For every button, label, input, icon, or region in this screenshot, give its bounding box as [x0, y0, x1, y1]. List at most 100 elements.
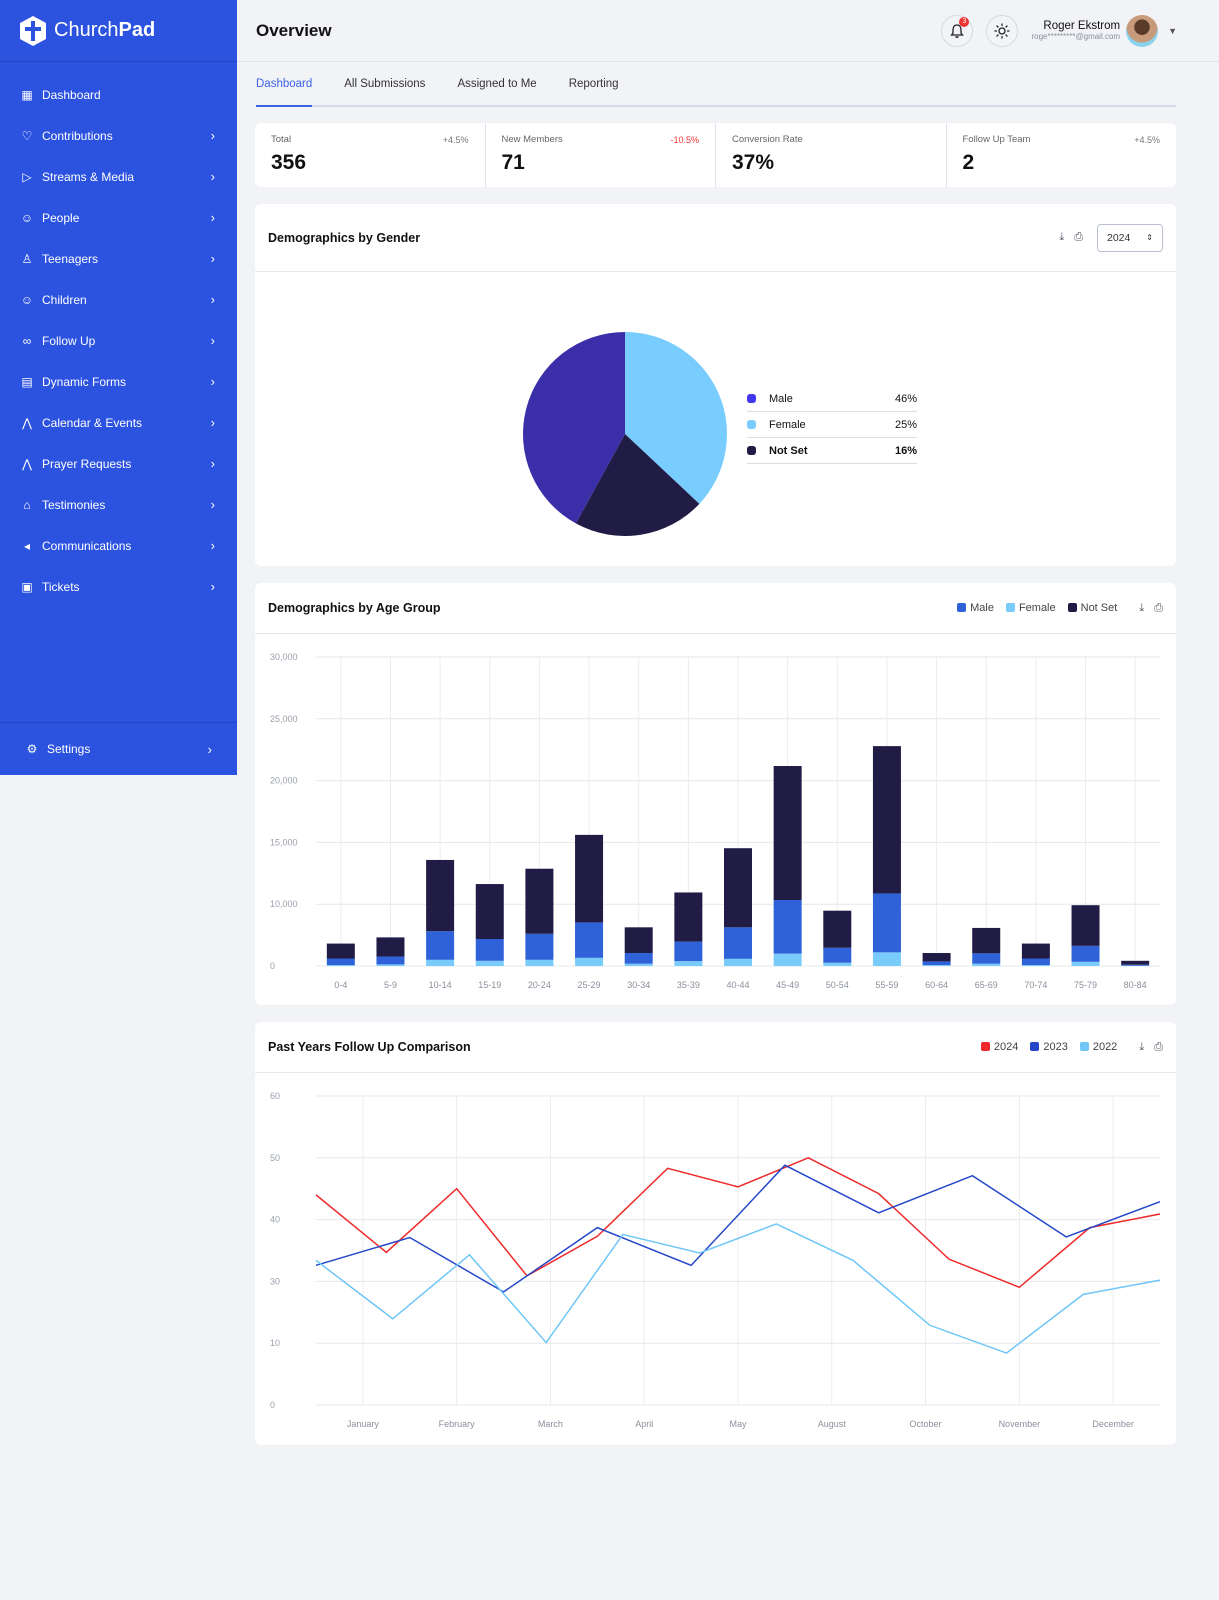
- pie-slice-male[interactable]: [523, 332, 625, 524]
- bar-female[interactable]: [773, 953, 802, 966]
- sidebar-item-communications[interactable]: ◂ Communications ›: [0, 525, 237, 566]
- bar-not-set[interactable]: [376, 937, 405, 957]
- bar-male[interactable]: [1121, 964, 1150, 966]
- sidebar-item-prayer-requests[interactable]: ⋀ Prayer Requests ›: [0, 443, 237, 484]
- bar-female[interactable]: [624, 963, 653, 966]
- sidebar-item-dynamic-forms[interactable]: ▤ Dynamic Forms ›: [0, 361, 237, 402]
- stat-card: New Members -10.5% 71: [486, 123, 716, 187]
- theme-toggle-button[interactable]: [986, 14, 1019, 47]
- sidebar-item-tickets[interactable]: ▣ Tickets ›: [0, 566, 237, 607]
- sidebar-item-contributions[interactable]: ♡ Contributions ›: [0, 115, 237, 156]
- bar-not-set[interactable]: [972, 927, 1001, 954]
- bar-male[interactable]: [475, 938, 504, 961]
- logo[interactable]: ChurchPad: [0, 0, 237, 62]
- sidebar-item-label: Contributions: [42, 128, 113, 143]
- age-group-bar-chart: 0 10,000 15,000 20,000 25,000 30,000 0-4 5-9 10-…: [270, 652, 1160, 990]
- bar-not-set[interactable]: [724, 848, 752, 928]
- bar-male[interactable]: [823, 947, 852, 963]
- bar-not-set[interactable]: [1071, 905, 1100, 946]
- sidebar-item-testimonies[interactable]: ⌂ Testimonies ›: [0, 484, 237, 525]
- print-icon[interactable]: ⎙: [1154, 1040, 1163, 1053]
- pie-slice-female[interactable]: [625, 332, 727, 504]
- bar-male[interactable]: [1071, 945, 1100, 962]
- bar-male[interactable]: [624, 953, 653, 964]
- bar-female[interactable]: [674, 961, 703, 966]
- bar-female[interactable]: [724, 958, 752, 966]
- legend-item[interactable]: Not Set: [1067, 602, 1117, 614]
- bar-not-set[interactable]: [326, 943, 355, 959]
- sidebar-item-streams-media[interactable]: ▷ Streams & Media ›: [0, 156, 237, 197]
- caret-down-icon[interactable]: ▼: [1168, 25, 1177, 36]
- bar-male[interactable]: [376, 956, 405, 965]
- bar-female[interactable]: [525, 959, 554, 966]
- bar-not-set[interactable]: [475, 884, 504, 939]
- tab-assigned-to-me[interactable]: Assigned to Me: [457, 78, 537, 90]
- sidebar-item-teenagers[interactable]: ♙ Teenagers ›: [0, 238, 237, 279]
- download-icon[interactable]: ⤓: [1139, 1040, 1145, 1053]
- bar-not-set[interactable]: [823, 910, 852, 948]
- bar-female[interactable]: [475, 960, 504, 966]
- print-icon[interactable]: ⎙: [1154, 601, 1163, 614]
- bar-female[interactable]: [575, 957, 604, 966]
- year-select[interactable]: 2024 ⇕: [1097, 223, 1163, 252]
- bar-male[interactable]: [575, 922, 604, 958]
- line-series-2024[interactable]: [315, 1156, 1161, 1289]
- bar-female[interactable]: [326, 965, 355, 966]
- bar-male[interactable]: [525, 933, 554, 960]
- tab-reporting[interactable]: Reporting: [568, 78, 619, 90]
- bar-male[interactable]: [922, 961, 951, 966]
- bar-male[interactable]: [1021, 958, 1050, 966]
- bar-female[interactable]: [426, 959, 455, 966]
- user-info[interactable]: Roger Ekstrom roge*********@gmail.com: [1031, 20, 1120, 41]
- bar-female[interactable]: [1021, 965, 1050, 966]
- download-icon[interactable]: ⤓: [1059, 231, 1065, 243]
- avatar[interactable]: [1126, 14, 1159, 47]
- sidebar-item-follow-up[interactable]: ∞ Follow Up ›: [0, 320, 237, 361]
- legend-item[interactable]: Male: [957, 602, 994, 614]
- bar-not-set[interactable]: [575, 834, 604, 923]
- bar-not-set[interactable]: [872, 746, 901, 894]
- bar-male[interactable]: [674, 941, 703, 962]
- legend-item[interactable]: 2024: [980, 1041, 1018, 1053]
- sidebar-item-label: Streams & Media: [42, 169, 135, 184]
- line-series-2022[interactable]: [315, 1223, 1161, 1354]
- bar-not-set[interactable]: [426, 859, 455, 932]
- bar-not-set[interactable]: [1021, 943, 1050, 959]
- updown-icon: ⇕: [1146, 233, 1153, 242]
- print-icon[interactable]: ⎙: [1074, 231, 1083, 243]
- download-icon[interactable]: ⤓: [1139, 601, 1145, 614]
- bar-female[interactable]: [922, 965, 951, 966]
- bar-not-set[interactable]: [1121, 960, 1150, 965]
- bar-male[interactable]: [326, 958, 355, 966]
- bar-male[interactable]: [426, 931, 455, 960]
- legend-item[interactable]: 2022: [1079, 1041, 1117, 1053]
- bar-not-set[interactable]: [624, 927, 653, 954]
- legend-item[interactable]: Female: [1005, 602, 1056, 614]
- pie-slice-not-set[interactable]: [575, 434, 700, 536]
- bar-not-set[interactable]: [674, 892, 703, 942]
- bar-male[interactable]: [724, 927, 752, 959]
- bar-not-set[interactable]: [773, 766, 802, 900]
- bar-female[interactable]: [872, 952, 901, 966]
- bar-female[interactable]: [823, 962, 852, 966]
- bar-female[interactable]: [1071, 961, 1100, 966]
- sidebar-item-dashboard[interactable]: ▦ Dashboard: [0, 74, 237, 115]
- x-tick-label: April: [635, 1419, 653, 1429]
- bar-male[interactable]: [872, 893, 901, 953]
- bar-female[interactable]: [972, 963, 1001, 966]
- sidebar-item-children[interactable]: ☺ Children ›: [0, 279, 237, 320]
- sidebar-item-people[interactable]: ☺ People ›: [0, 197, 237, 238]
- sidebar-item-calendar-events[interactable]: ⋀ Calendar & Events ›: [0, 402, 237, 443]
- notifications-button[interactable]: 3: [941, 14, 974, 47]
- bar-male[interactable]: [773, 899, 802, 954]
- legend-item[interactable]: 2023: [1030, 1041, 1068, 1053]
- chevron-right-icon: ›: [207, 741, 212, 757]
- bar-not-set[interactable]: [922, 953, 951, 962]
- tab-all-submissions[interactable]: All Submissions: [344, 78, 426, 90]
- bar-female[interactable]: [376, 964, 405, 966]
- bar-male[interactable]: [972, 953, 1001, 964]
- tab-dashboard[interactable]: Dashboard: [256, 62, 313, 107]
- sidebar-item-settings[interactable]: ⚙ Settings ›: [0, 722, 237, 775]
- y-tick-label: 60: [270, 1091, 280, 1101]
- bar-not-set[interactable]: [525, 868, 554, 934]
